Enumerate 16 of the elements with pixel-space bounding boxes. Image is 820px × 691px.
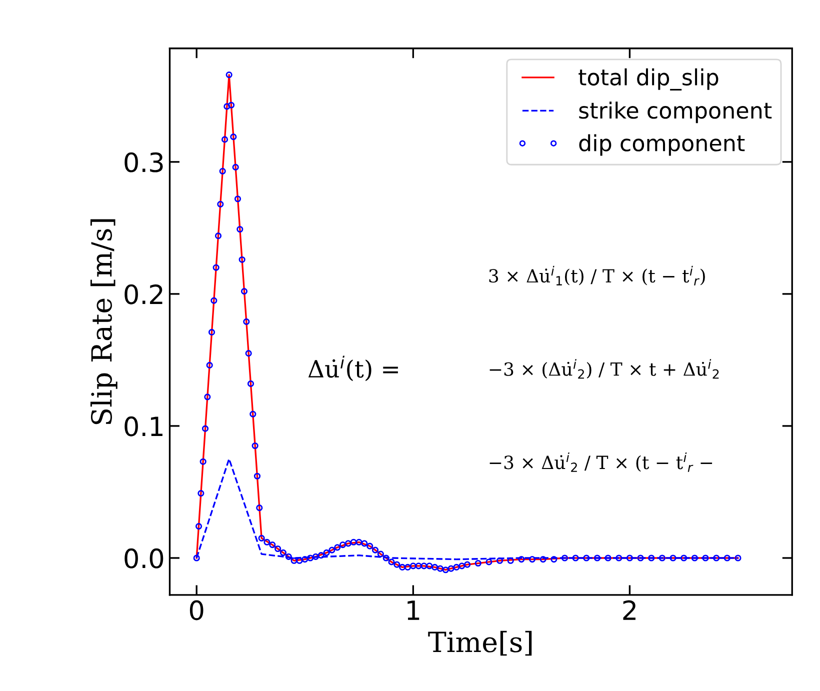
x-axis-title: Time[s]	[428, 630, 532, 656]
x-tick-label: 0	[190, 600, 204, 620]
legend-label: strike component	[579, 102, 772, 124]
y-tick-label: 0.0	[124, 548, 164, 568]
legend-label: dip component	[579, 134, 745, 156]
y-tick-label: 0.3	[124, 152, 163, 172]
annotation: −3 × Δu̇$^{i}$$_{2}$ / T × (t − t$^{i}$$_{r}$ −	[490, 452, 712, 472]
legend-label: total dip_slip	[578, 68, 718, 90]
y-tick-label: 0.1	[124, 416, 162, 436]
annotation: 3 × Δu̇$^{i}$$_{1}$(t) / T × (t − t$^{i}$$_{r}$)	[489, 266, 705, 286]
x-tick-label: 2	[623, 600, 636, 620]
x-tick-label: 1	[408, 600, 420, 620]
annotation: Δu̇$^{i}$(t) =	[308, 356, 398, 382]
y-tick-label: 0.2	[124, 284, 162, 304]
y-axis-title: Slip Rate [m/s]	[90, 219, 118, 424]
annotation: −3 × (Δu̇$^{i}$$_{2}$) / T × t + Δu̇$^{i}$$_{2}$	[490, 359, 719, 379]
